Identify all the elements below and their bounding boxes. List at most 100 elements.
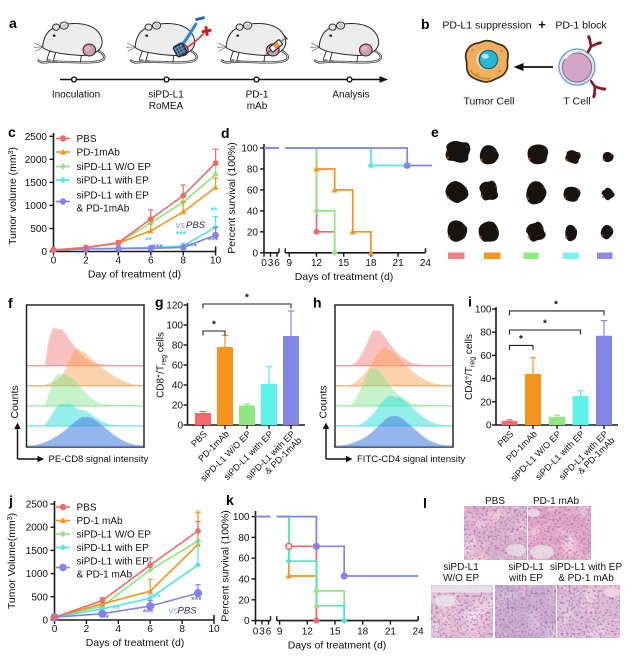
svg-text:0: 0 bbox=[42, 616, 48, 627]
svg-text:500: 500 bbox=[30, 224, 47, 235]
svg-text:9: 9 bbox=[287, 258, 293, 269]
svg-text:*: * bbox=[554, 300, 558, 311]
svg-text:40: 40 bbox=[247, 206, 259, 217]
svg-text:100: 100 bbox=[166, 321, 183, 332]
svg-text:PD-1 block: PD-1 block bbox=[555, 20, 607, 32]
svg-text:siPD-L1 with EP: siPD-L1 with EP bbox=[77, 191, 150, 202]
svg-text:2: 2 bbox=[84, 624, 90, 635]
svg-text:21: 21 bbox=[393, 258, 405, 269]
svg-text:siPD-L1 with EP: siPD-L1 with EP bbox=[77, 557, 150, 568]
svg-text:0: 0 bbox=[177, 421, 183, 432]
svg-text:*: * bbox=[212, 320, 216, 331]
svg-text:vs: vs bbox=[169, 606, 179, 617]
svg-text:0: 0 bbox=[244, 616, 250, 627]
svg-text:18: 18 bbox=[365, 258, 377, 269]
svg-text:siPD-L1 W/O EP: siPD-L1 W/O EP bbox=[77, 162, 152, 173]
svg-text:6: 6 bbox=[147, 624, 153, 635]
svg-text:siPD-L1 W/O EP: siPD-L1 W/O EP bbox=[77, 530, 152, 541]
svg-text:1500: 1500 bbox=[25, 178, 48, 189]
svg-text:g: g bbox=[155, 294, 164, 310]
svg-text:10: 10 bbox=[208, 624, 220, 635]
svg-text:j: j bbox=[8, 493, 13, 509]
svg-text:8: 8 bbox=[179, 624, 185, 635]
svg-text:100: 100 bbox=[241, 144, 258, 155]
svg-text:Inoculation: Inoculation bbox=[52, 90, 100, 101]
svg-text:12: 12 bbox=[311, 258, 323, 269]
svg-text:20: 20 bbox=[172, 401, 184, 412]
svg-text:k: k bbox=[226, 492, 234, 508]
svg-text:9: 9 bbox=[277, 627, 283, 638]
svg-text:T Cell: T Cell bbox=[563, 96, 590, 108]
svg-text:21: 21 bbox=[385, 627, 397, 638]
svg-text:siPD-L1: siPD-L1 bbox=[148, 90, 184, 101]
svg-text:RoMEA: RoMEA bbox=[149, 101, 184, 112]
svg-text:siPD-L1: siPD-L1 bbox=[508, 562, 544, 573]
svg-text:Days of treatment (d): Days of treatment (d) bbox=[295, 271, 394, 283]
svg-text:***: *** bbox=[152, 243, 163, 253]
svg-text:FITC-CD4 signal intensity: FITC-CD4 signal intensity bbox=[357, 454, 465, 465]
svg-text:40: 40 bbox=[172, 381, 184, 392]
svg-text:PBS: PBS bbox=[77, 503, 97, 514]
svg-text:2000: 2000 bbox=[26, 523, 49, 534]
svg-text:12: 12 bbox=[302, 627, 314, 638]
svg-text:120: 120 bbox=[166, 301, 183, 312]
svg-text:Percent survival (100%): Percent survival (100%) bbox=[220, 510, 232, 621]
svg-text:f: f bbox=[8, 295, 13, 311]
svg-text:**: ** bbox=[153, 592, 161, 602]
svg-text:***: *** bbox=[191, 595, 202, 605]
svg-text:+: + bbox=[538, 17, 546, 32]
svg-text:W/O EP: W/O EP bbox=[443, 573, 479, 584]
svg-text:siPD-L1 with EP: siPD-L1 with EP bbox=[77, 543, 150, 554]
svg-text:80: 80 bbox=[172, 341, 184, 352]
svg-text:8: 8 bbox=[180, 256, 186, 267]
svg-text:Percent survival (100%): Percent survival (100%) bbox=[226, 142, 238, 253]
svg-text:b: b bbox=[421, 16, 430, 32]
svg-text:80: 80 bbox=[247, 165, 259, 176]
svg-text:60: 60 bbox=[238, 554, 250, 565]
svg-text:Day of treatment (d): Day of treatment (d) bbox=[88, 269, 181, 281]
svg-text:d: d bbox=[221, 125, 230, 141]
svg-text:100: 100 bbox=[475, 305, 492, 316]
svg-text:Tumor volume (mm3): Tumor volume (mm3) bbox=[7, 147, 19, 245]
svg-text:with EP: with EP bbox=[508, 573, 543, 584]
svg-text:**: ** bbox=[102, 613, 110, 623]
svg-text:***: *** bbox=[208, 236, 219, 246]
svg-text:PD-1mAb: PD-1mAb bbox=[77, 148, 121, 159]
svg-text:*: * bbox=[519, 334, 523, 345]
svg-text:Tumor Cell: Tumor Cell bbox=[464, 96, 515, 108]
svg-text:0: 0 bbox=[252, 248, 258, 259]
svg-text:500: 500 bbox=[31, 592, 48, 603]
svg-text:60: 60 bbox=[247, 185, 259, 196]
svg-text:2500: 2500 bbox=[25, 132, 48, 143]
svg-text:100: 100 bbox=[233, 512, 250, 523]
svg-text:CD4+/Treg cells: CD4+/Treg cells bbox=[464, 334, 477, 400]
svg-text:0: 0 bbox=[253, 627, 259, 638]
svg-text:PBS: PBS bbox=[485, 496, 505, 507]
svg-text:PBS: PBS bbox=[186, 220, 206, 231]
svg-text:Counts: Counts bbox=[318, 385, 330, 418]
svg-text:0: 0 bbox=[261, 258, 267, 269]
svg-text:h: h bbox=[313, 295, 322, 311]
svg-text:***: *** bbox=[176, 230, 187, 240]
svg-text:1000: 1000 bbox=[26, 569, 49, 580]
svg-text:20: 20 bbox=[247, 227, 259, 238]
svg-text:& PD-1 mAb: & PD-1 mAb bbox=[558, 573, 614, 584]
svg-text:*: * bbox=[543, 319, 547, 330]
svg-text:Counts: Counts bbox=[9, 385, 21, 418]
svg-text:0: 0 bbox=[41, 247, 47, 258]
svg-text:e: e bbox=[431, 124, 439, 140]
svg-text:3: 3 bbox=[259, 627, 265, 638]
svg-text:**: ** bbox=[113, 604, 121, 614]
svg-text:PBS: PBS bbox=[77, 134, 97, 145]
svg-text:PD-1 mAb: PD-1 mAb bbox=[533, 496, 580, 507]
svg-text:18: 18 bbox=[357, 627, 369, 638]
svg-text:siPD-L1 with EP: siPD-L1 with EP bbox=[550, 562, 623, 573]
svg-text:24: 24 bbox=[420, 258, 432, 269]
svg-text:i: i bbox=[468, 294, 472, 310]
svg-text:80: 80 bbox=[480, 328, 492, 339]
svg-text:60: 60 bbox=[480, 351, 492, 362]
svg-text:Days of treatment (d): Days of treatment (d) bbox=[86, 637, 185, 649]
svg-text:3: 3 bbox=[268, 258, 274, 269]
svg-text:a: a bbox=[9, 15, 17, 31]
svg-text:10: 10 bbox=[210, 256, 222, 267]
